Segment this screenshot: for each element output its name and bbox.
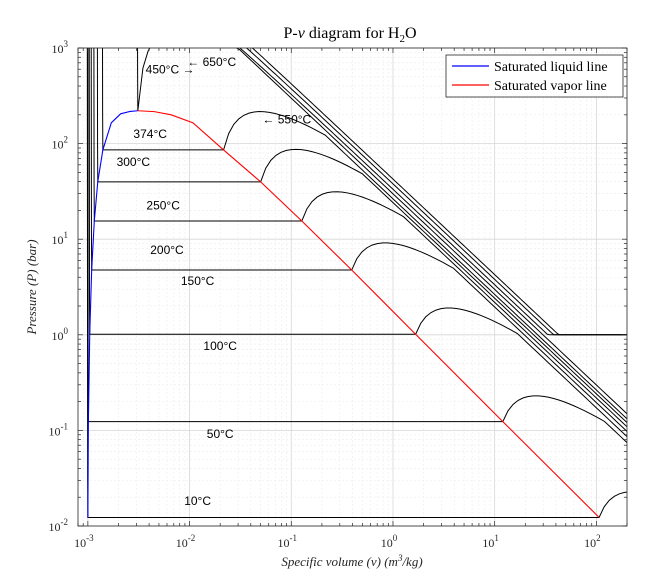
x-axis-label: Specific volume (ν) (m3/kg) <box>281 553 422 569</box>
annotation-450c: 450°C → <box>146 63 195 77</box>
legend-box <box>445 54 624 98</box>
isotherm-label-300c: 300°C <box>117 155 151 169</box>
annotation-650c: ← 650°C <box>187 55 236 69</box>
isotherm-150c <box>90 48 627 433</box>
isotherm-450c <box>239 48 627 336</box>
isotherm-label-250c: 250°C <box>146 198 180 212</box>
legend-label-vapor: Saturated vapor line <box>494 79 607 94</box>
isotherm-200c <box>93 48 627 428</box>
y-tick-label: 103 <box>52 39 69 56</box>
isotherm-374c <box>137 48 627 415</box>
x-tick-label: 10-1 <box>278 533 298 550</box>
y-axis-label: Pressure (P) (bar) <box>24 239 39 335</box>
isotherm-label-150c: 150°C <box>181 274 215 288</box>
saturated-liquid-line <box>87 110 138 518</box>
isotherm-label-374c: 374°C <box>133 127 167 141</box>
isotherm-label-200c: 200°C <box>150 243 184 257</box>
chart-title: P-ν diagram for H2O <box>283 25 416 45</box>
axis-ticks: 10-3 10-2 10-1 100 101 102 10-2 10-1 100 101 102 10… <box>49 39 628 550</box>
x-tick-label: 102 <box>584 533 601 550</box>
isotherm-label-100c: 100°C <box>203 339 237 353</box>
x-tick-label: 10-2 <box>176 533 196 550</box>
annotation-550c: ← 550°C <box>262 113 311 127</box>
isotherm-label-10c: 10°C <box>184 494 211 508</box>
legend: Saturated liquid line Saturated vapor li… <box>445 54 624 98</box>
curves <box>86 48 627 518</box>
y-tick-label: 10-1 <box>49 421 69 438</box>
y-tick-label: 100 <box>52 326 69 343</box>
isotherm-labels: 10°C 50°C 100°C 150°C 200°C 250°C 300°C 374°C ← … <box>117 55 312 508</box>
isotherm-650c <box>251 48 627 336</box>
x-tick-label: 100 <box>381 533 398 550</box>
isotherm-250c <box>96 48 627 424</box>
y-tick-label: 102 <box>52 135 69 152</box>
x-tick-label: 10-3 <box>74 533 94 550</box>
isotherm-550c <box>245 48 627 336</box>
isotherm-300c <box>102 48 627 420</box>
y-tick-label: 101 <box>52 230 69 247</box>
legend-label-liquid: Saturated liquid line <box>494 60 608 75</box>
plot-area <box>78 48 627 526</box>
x-tick-label: 101 <box>482 533 499 550</box>
saturated-vapor-line <box>137 110 600 518</box>
isotherm-50c <box>87 48 627 444</box>
isotherm-100c <box>88 48 627 438</box>
y-tick-label: 10-2 <box>49 517 69 534</box>
isotherm-label-50c: 50°C <box>207 427 234 441</box>
